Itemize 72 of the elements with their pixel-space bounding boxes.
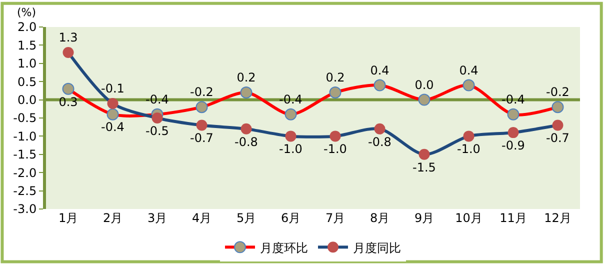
point — [285, 130, 296, 142]
point — [196, 120, 208, 131]
x-tick-label: 11月 — [500, 211, 527, 225]
y-tick-label: 1.0 — [18, 56, 37, 71]
point — [62, 82, 74, 95]
data-label: -0.4 — [101, 120, 124, 134]
point — [462, 79, 475, 92]
y-tick-label: -2.5 — [13, 184, 37, 198]
data-label: -0.4 — [279, 92, 302, 106]
data-label: -0.7 — [546, 131, 570, 146]
point — [152, 112, 163, 124]
data-label: 0.4 — [459, 63, 478, 78]
data-label: -0.7 — [190, 131, 214, 146]
point — [106, 108, 119, 120]
point — [374, 79, 386, 92]
data-label: 0.2 — [326, 70, 345, 85]
x-tick-label: 5月 — [236, 211, 256, 225]
data-label: -0.9 — [502, 138, 525, 152]
x-tick-label: 12月 — [544, 211, 572, 225]
y-tick-label: 0.0 — [18, 93, 37, 107]
y-tick-label: -1.0 — [13, 129, 37, 144]
data-label: -1.5 — [412, 160, 436, 174]
point — [374, 123, 386, 134]
data-label: 0.0 — [414, 78, 434, 92]
data-label: 0.4 — [370, 63, 390, 78]
point — [107, 98, 118, 109]
y-tick-label: 2.0 — [18, 20, 37, 34]
point — [418, 94, 430, 106]
x-tick-label: 3月 — [147, 211, 168, 225]
point — [240, 123, 252, 134]
x-tick-label: 1月 — [58, 211, 78, 225]
data-label: -0.2 — [546, 85, 570, 100]
y-tick-label: -2.0 — [13, 166, 37, 180]
point — [507, 108, 520, 120]
x-tick-label: 8月 — [370, 211, 390, 225]
y-tick-label: -0.5 — [13, 111, 37, 126]
point — [330, 130, 341, 142]
data-label: -0.5 — [146, 124, 169, 138]
data-label: 0.2 — [236, 70, 256, 85]
data-label: -0.2 — [190, 85, 214, 100]
legend-label: 月度同比 — [353, 240, 401, 255]
data-label: -1.0 — [324, 142, 347, 156]
y-tick-label: 1.5 — [18, 38, 37, 52]
data-label: -1.0 — [457, 142, 480, 156]
x-tick-label: 2月 — [102, 211, 123, 225]
y-axis-title: (%) — [17, 6, 36, 19]
x-tick-label: 4月 — [192, 211, 212, 225]
data-label: 1.3 — [58, 30, 78, 45]
point — [508, 127, 519, 138]
point — [418, 148, 430, 160]
point — [196, 101, 208, 114]
data-label: -0.8 — [234, 134, 258, 149]
x-tick-label: 6月 — [280, 211, 301, 225]
point — [240, 86, 252, 99]
x-tick-label: 10月 — [455, 211, 482, 225]
y-tick-label: -1.5 — [13, 148, 37, 162]
data-label: -0.1 — [101, 82, 124, 96]
y-tick-label: 0.5 — [18, 74, 37, 89]
legend-label: 月度环比 — [260, 240, 308, 255]
data-label: -1.0 — [279, 142, 302, 156]
data-label: -0.4 — [146, 92, 169, 106]
point — [552, 120, 564, 131]
point — [62, 46, 74, 58]
x-tick-label: 7月 — [325, 211, 346, 225]
x-tick-label: 9月 — [414, 211, 434, 225]
point — [463, 130, 474, 142]
point — [284, 108, 297, 120]
point — [552, 101, 564, 114]
y-tick-label: -3.0 — [13, 202, 37, 216]
data-label: -0.8 — [368, 134, 392, 149]
data-label: -0.4 — [502, 92, 525, 106]
point — [329, 86, 342, 99]
